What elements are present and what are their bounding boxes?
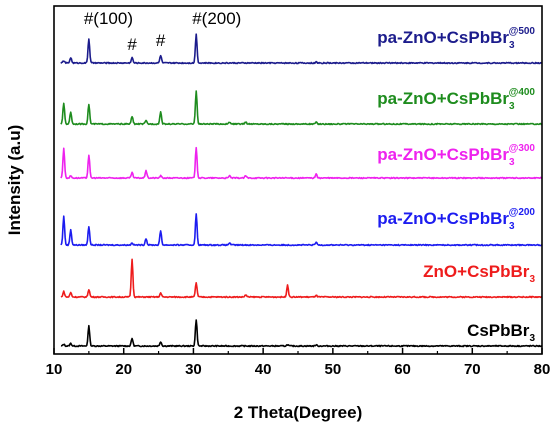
peak-annotation: # (156, 31, 166, 50)
series-label: ZnO+CsPbBr3 (423, 262, 535, 285)
peak-annotation: # (127, 35, 137, 54)
series-line (60, 146, 543, 180)
x-tick-label: 70 (464, 361, 481, 378)
peak-annotation: #(100) (84, 9, 133, 28)
y-axis-title: Intensity (a.u) (5, 125, 24, 236)
x-tick-label: 20 (115, 361, 132, 378)
series-label: CsPbBr3 (467, 321, 535, 344)
series-line (60, 258, 543, 299)
series-label: pa-ZnO+CsPbBr3@300 (377, 143, 535, 168)
x-tick-label: 40 (255, 361, 272, 378)
x-tick-label: 80 (534, 361, 550, 378)
series-line (60, 33, 543, 65)
series-line (60, 90, 543, 126)
x-axis-title: 2 Theta(Degree) (234, 403, 362, 422)
series-labels: CsPbBr3 ZnO+CsPbBr3 pa-ZnO+CsPbBr3@200 pa-Z… (377, 26, 535, 344)
x-tick-label: 30 (185, 361, 202, 378)
x-tick-label: 60 (394, 361, 411, 378)
series-line (60, 319, 543, 348)
traces-layer (60, 33, 543, 348)
series-line (60, 213, 543, 247)
peak-annotations: #(100) # # #(200) (84, 9, 242, 54)
x-tick-label: 50 (325, 361, 342, 378)
peak-annotation: #(200) (192, 9, 241, 28)
series-label: pa-ZnO+CsPbBr3@200 (377, 207, 535, 232)
x-tick-label: 10 (46, 361, 63, 378)
x-axis: 10 20 30 40 50 60 70 80 (46, 348, 550, 378)
plot-frame (53, 5, 543, 355)
series-label: pa-ZnO+CsPbBr3@500 (377, 26, 535, 51)
series-label: pa-ZnO+CsPbBr3@400 (377, 87, 535, 112)
